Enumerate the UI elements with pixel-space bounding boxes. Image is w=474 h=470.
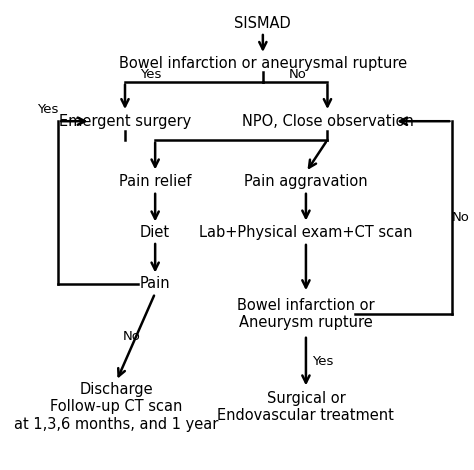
Text: Lab+Physical exam+CT scan: Lab+Physical exam+CT scan [199, 225, 413, 240]
Text: Yes: Yes [37, 103, 58, 116]
Text: Pain: Pain [140, 276, 171, 291]
Text: Diet: Diet [140, 225, 170, 240]
Text: Bowel infarction or aneurysmal rupture: Bowel infarction or aneurysmal rupture [119, 55, 407, 70]
Text: Discharge
Follow-up CT scan
at 1,3,6 months, and 1 year: Discharge Follow-up CT scan at 1,3,6 mon… [14, 382, 219, 432]
Text: Yes: Yes [312, 355, 334, 368]
Text: Emergent surgery: Emergent surgery [59, 114, 191, 129]
Text: No: No [288, 68, 306, 81]
Text: SISMAD: SISMAD [235, 16, 291, 31]
Text: Yes: Yes [140, 68, 162, 81]
Text: Surgical or
Endovascular treatment: Surgical or Endovascular treatment [218, 391, 394, 423]
Text: No: No [452, 211, 470, 224]
Text: NPO, Close observation: NPO, Close observation [242, 114, 413, 129]
Text: No: No [122, 329, 140, 343]
Text: Pain aggravation: Pain aggravation [244, 174, 368, 189]
Text: Bowel infarction or
Aneurysm rupture: Bowel infarction or Aneurysm rupture [237, 298, 375, 330]
Text: Pain relief: Pain relief [119, 174, 191, 189]
